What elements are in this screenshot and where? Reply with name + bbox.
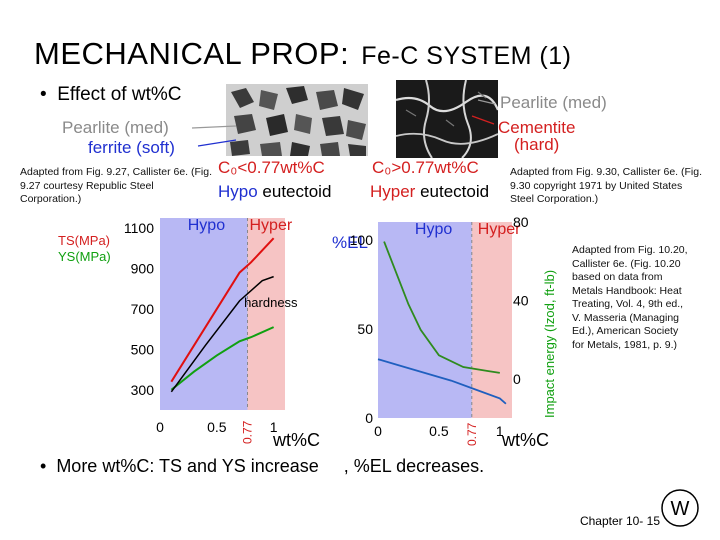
- ductility-x-ticks: 0 0.5 1: [374, 423, 504, 439]
- el-y-tick-label: 50: [357, 321, 373, 337]
- ferrite-pointer: [197, 139, 237, 147]
- bullet-dot: •: [40, 84, 58, 105]
- strength-x-label: wt%C: [272, 430, 320, 450]
- strength-y-tick-label: 1100: [124, 220, 154, 236]
- el-axis-label: %EL: [332, 233, 368, 252]
- el-y-ticks: 0 50 100: [350, 232, 374, 426]
- strength-x-tick-label: 0: [156, 419, 164, 435]
- strength-y-tick-label: 500: [131, 341, 155, 357]
- hyper-region-2: [471, 222, 512, 418]
- hypo-eutectoid-label: Hypo eutectoid: [218, 182, 331, 202]
- micrograph-hypo: [226, 84, 368, 156]
- hyper-region-label-2: Hyper: [478, 221, 521, 238]
- bullet-1-text: Effect of wt%C: [57, 84, 182, 105]
- el-y-tick-label: 100: [350, 232, 374, 248]
- strength-y-ticks: 300 500 700 900 1100: [124, 220, 154, 398]
- micrograph-hypo-texture: [226, 84, 368, 156]
- series-line-ys: [170, 326, 275, 391]
- credit-side: Adapted from Fig. 10.20, Callister 6e. (…: [572, 244, 688, 351]
- strength-x-tick-label: 0.5: [207, 419, 227, 435]
- el-y-tick-label: 0: [365, 410, 373, 426]
- hypo-pearlite-label: Pearlite (med): [62, 118, 169, 137]
- strength-y-tick-label: 900: [131, 261, 155, 277]
- strength-x-tick-label: 1: [270, 419, 278, 435]
- eutectoid-tick-label-2: 0.77: [465, 422, 479, 446]
- chapter-footer: Chapter 10- 15: [579, 514, 660, 528]
- hyper-region-label: Hyper: [250, 217, 293, 234]
- svg-text:W: W: [671, 498, 690, 520]
- page-title: MECHANICAL PROP: Fe-C SYSTEM (1): [34, 36, 571, 72]
- ductility-series: [377, 241, 507, 405]
- series-line-hardness: [170, 275, 274, 393]
- hyper-word: Hyper: [370, 182, 416, 201]
- cementite-hard-label: (hard): [514, 135, 560, 154]
- impact-y-tick-label: 80: [513, 214, 529, 230]
- hypo-word: Hypo: [218, 182, 258, 201]
- strength-series: [170, 237, 275, 393]
- hypo-region-label: Hypo: [188, 217, 225, 234]
- impact-y-tick-label: 0: [513, 371, 521, 387]
- cementite-pointer: [471, 115, 495, 125]
- hypo-region-2: [378, 222, 472, 418]
- bullet-dot-2: •: [40, 456, 57, 476]
- bullet-1: • Effect of wt%C: [40, 84, 181, 106]
- ts-axis-label: TS(MPa): [58, 233, 110, 248]
- impact-y-ticks: 0 40 80: [513, 214, 529, 387]
- ys-axis-label: YS(MPa): [58, 249, 111, 264]
- hardness-annotation: hardness: [244, 295, 298, 310]
- university-logo-icon: W: [661, 489, 699, 527]
- hyper-region: [247, 218, 285, 410]
- ductility-x-label: wt%C: [501, 430, 549, 450]
- series-line-el: [377, 358, 507, 405]
- hypo-ferrite-label: ferrite (soft): [88, 138, 175, 157]
- credit-left: Adapted from Fig. 9.27, Callister 6e. (F…: [20, 166, 212, 205]
- ductility-x-tick-label: 0.5: [429, 423, 449, 439]
- ductility-x-tick-label: 1: [496, 423, 504, 439]
- hyper-pearlite-label: Pearlite (med): [500, 93, 607, 112]
- hypo-region-label-2: Hypo: [415, 221, 452, 238]
- series-line-ts: [170, 237, 275, 383]
- hypo-condition-text: C₀<0.77wt%C: [218, 158, 325, 177]
- strength-y-tick-label: 700: [131, 301, 155, 317]
- cementite-label: Cementite: [498, 118, 576, 137]
- title-main: MECHANICAL PROP:: [34, 36, 350, 71]
- hypo-eutectoid-word: eutectoid: [257, 182, 332, 201]
- bullet-2-text-b: , %EL decreases.: [343, 456, 485, 476]
- hyper-condition: C₀>0.77wt%C: [372, 158, 479, 177]
- credit-right: Adapted from Fig. 9.30, Callister 6e. (F…: [510, 166, 702, 205]
- impact-axis-label: Impact energy (Izod, ft-lb): [542, 270, 557, 418]
- pearlite-pointer-left: [191, 125, 237, 129]
- title-sub: Fe-C SYSTEM (1): [361, 42, 572, 70]
- bullet-2: • More wt%C: TS and YS increase , %EL de…: [40, 456, 484, 477]
- bullet-2-text-a: More wt%C: TS and YS increase: [56, 456, 319, 476]
- hyper-eutectoid-word: eutectoid: [415, 182, 490, 201]
- strength-x-ticks: 0 0.5 1: [156, 419, 278, 435]
- ductility-x-tick-label: 0: [374, 423, 382, 439]
- pearlite-pointer-right: [477, 99, 496, 105]
- strength-y-tick-label: 300: [131, 382, 155, 398]
- eutectoid-tick-label: 0.77: [241, 420, 255, 444]
- series-line-impact-energy: [383, 241, 500, 374]
- micrograph-hyper-texture: [396, 80, 498, 158]
- hyper-eutectoid-label: Hyper eutectoid: [370, 182, 489, 202]
- impact-y-tick-label: 40: [513, 292, 529, 308]
- hypo-condition: C₀<0.77wt%C: [218, 158, 325, 178]
